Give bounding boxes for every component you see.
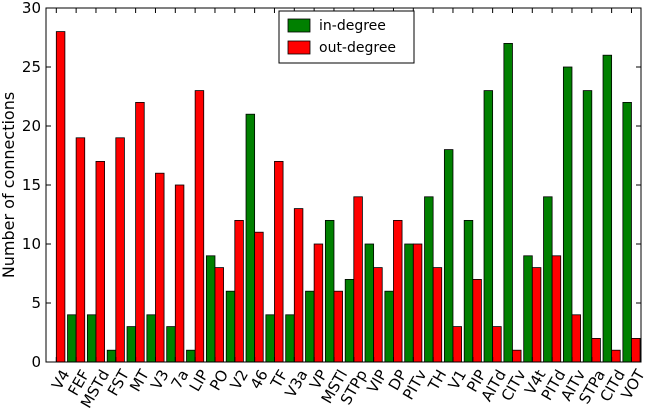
bar-out-degree-V1 <box>452 326 462 363</box>
bar-in-degree-CITv <box>503 43 513 363</box>
bar-out-degree-V4 <box>55 31 66 363</box>
bar-in-degree-STPp <box>344 278 355 363</box>
bar-in-degree-LIP <box>186 349 196 363</box>
legend-swatch-in-degree <box>287 18 311 33</box>
bar-out-degree-FEF <box>75 137 86 363</box>
bar-out-degree-VOT <box>631 337 641 363</box>
bar-in-degree-PIP <box>463 219 474 363</box>
bar-out-degree-AITv <box>571 314 581 363</box>
bar-out-degree-VP <box>313 243 324 363</box>
y-tick-label: 20 <box>22 117 41 135</box>
bar-out-degree-CITd <box>611 349 621 363</box>
bar-out-degree-V3a <box>293 208 304 363</box>
bar-out-degree-V4t <box>531 267 542 363</box>
bar-in-degree-V2 <box>225 290 236 363</box>
bar-in-degree-PITd <box>543 196 553 363</box>
bar-out-degree-TF <box>274 160 284 363</box>
bar-in-degree-MSTd <box>86 314 97 363</box>
bar-in-degree-AITv <box>562 66 573 363</box>
bar-out-degree-PITd <box>551 255 562 363</box>
x-tick-label-VOT: VOT <box>618 366 649 403</box>
bar-out-degree-LIP <box>194 90 205 363</box>
y-tick-label: 5 <box>31 294 41 312</box>
bar-out-degree-CITv <box>512 349 522 363</box>
bar-in-degree-VP <box>305 290 315 363</box>
bar-out-degree-PITv <box>412 243 423 363</box>
bar-in-degree-MSTl <box>324 219 335 363</box>
bar-out-degree-TH <box>432 267 443 363</box>
legend-label-out-degree: out-degree <box>319 40 396 56</box>
bar-out-degree-7a <box>174 184 185 363</box>
y-tick-label: 0 <box>31 353 41 371</box>
bar-in-degree-MT <box>126 326 137 363</box>
bar-out-degree-STPp <box>353 196 363 363</box>
bar-out-degree-FST <box>115 137 125 363</box>
y-axis: 0 5 10 15 20 25 30 <box>22 0 641 371</box>
bar-in-degree-VOT <box>622 102 632 363</box>
bar-in-degree-V4t <box>523 255 533 363</box>
bar-in-degree-STPa <box>582 90 593 363</box>
bar-in-degree-PO <box>205 255 216 363</box>
bar-in-degree-V3 <box>146 314 156 363</box>
bar-out-degree-MSTl <box>333 290 343 363</box>
bar-out-degree-PO <box>214 267 224 363</box>
bar-in-degree-AITd <box>483 90 494 363</box>
bar-out-degree-V2 <box>234 219 244 363</box>
bar-out-degree-46 <box>254 231 264 363</box>
bar-out-degree-VIP <box>373 267 383 363</box>
y-tick-label: 30 <box>22 0 41 17</box>
legend-label-in-degree: in-degree <box>319 18 386 34</box>
bar-out-degree-DP <box>393 219 403 363</box>
bar-out-degree-MSTd <box>95 160 105 363</box>
bar-in-degree-46 <box>245 113 256 363</box>
y-tick-label: 10 <box>22 235 41 253</box>
bar-out-degree-MT <box>135 102 145 363</box>
bar-in-degree-V1 <box>443 149 454 363</box>
legend-swatch-out-degree <box>287 40 311 55</box>
bar-out-degree-STPa <box>591 337 601 363</box>
bar-out-degree-AITd <box>492 326 502 363</box>
bar-in-degree-7a <box>166 326 176 363</box>
bar-in-degree-PITv <box>404 243 414 363</box>
bar-out-degree-V3 <box>155 172 165 363</box>
bar-in-degree-DP <box>384 290 394 363</box>
bar-in-degree-FST <box>106 349 117 363</box>
bar-in-degree-VIP <box>364 243 375 363</box>
y-tick-label: 15 <box>22 176 41 194</box>
bar-in-degree-FEF <box>67 314 77 363</box>
bar-out-degree-PIP <box>472 278 482 363</box>
bar-in-degree-V3a <box>285 314 295 363</box>
y-tick-label: 25 <box>22 58 41 76</box>
legend: in-degree out-degree <box>278 10 415 64</box>
bar-in-degree-TF <box>265 314 275 363</box>
y-axis-title: Number of connections <box>0 92 18 278</box>
bar-in-degree-CITd <box>602 54 613 363</box>
bars-layer <box>55 31 641 363</box>
bar-in-degree-TH <box>424 196 434 363</box>
